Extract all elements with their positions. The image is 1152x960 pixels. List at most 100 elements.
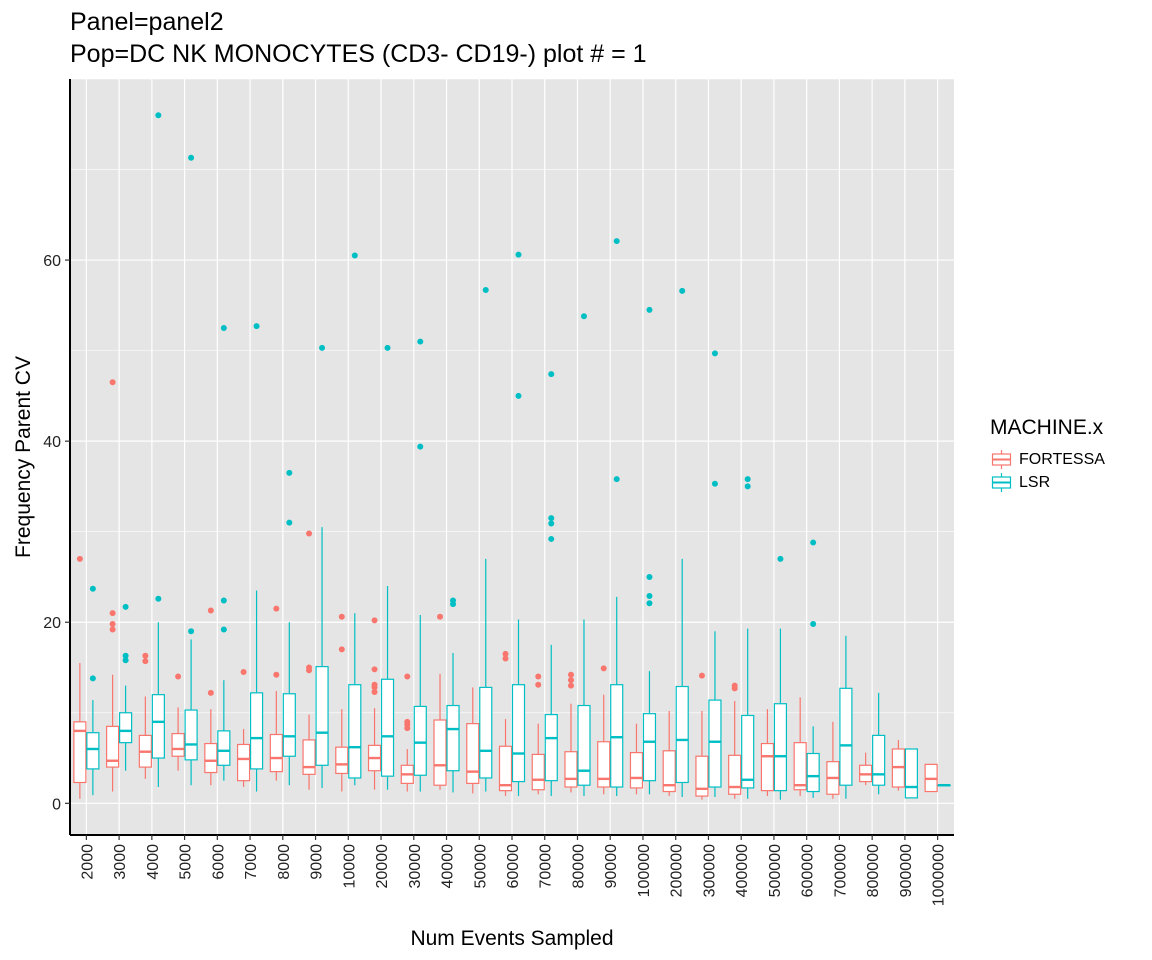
box-lsr [119, 712, 133, 744]
outlier-point-lsr [220, 626, 227, 633]
box-fortessa [564, 751, 578, 788]
box-lsr [708, 699, 722, 788]
x-tick-label: 6000 [210, 844, 227, 880]
outlier-point-fortessa [371, 681, 378, 688]
outlier-point-fortessa [109, 626, 116, 633]
outlier-point-lsr [711, 480, 718, 487]
x-tick-label: 8000 [276, 844, 293, 880]
x-axis-title: Num Events Sampled [410, 927, 613, 950]
outlier-point-lsr [679, 287, 686, 294]
outlier-point-fortessa [273, 605, 280, 612]
x-tick-label: 20000 [374, 844, 391, 889]
outlier-point-fortessa [600, 665, 607, 672]
outlier-point-lsr [482, 286, 489, 293]
box-lsr [446, 704, 460, 772]
outlier-point-fortessa [338, 646, 345, 653]
outlier-point-fortessa [371, 617, 378, 624]
outlier-point-lsr [89, 675, 96, 682]
outlier-point-fortessa [371, 688, 378, 695]
outlier-point-lsr [220, 324, 227, 331]
outlier-point-fortessa [306, 664, 313, 671]
x-tick-label: 70000 [538, 844, 555, 889]
box-fortessa [597, 741, 611, 788]
box-lsr [904, 748, 918, 799]
outlier-point-fortessa [731, 682, 738, 689]
box-fortessa [793, 742, 807, 791]
outlier-point-lsr [351, 252, 358, 259]
x-tick-label: 50000 [472, 844, 489, 889]
box-lsr [151, 694, 165, 759]
chart-subtitle: Pop=DC NK MONOCYTES (CD3- CD19-) plot # … [70, 40, 647, 68]
outlier-point-fortessa [109, 621, 116, 628]
x-tick-label: 500000 [767, 844, 784, 897]
outlier-point-lsr [777, 555, 784, 562]
outlier-point-lsr [548, 535, 555, 542]
box-lsr [249, 692, 264, 770]
box-lsr [773, 703, 788, 792]
box-lsr [806, 752, 820, 793]
legend-title: MACHINE.x [990, 416, 1104, 439]
x-tick-label: 7000 [243, 844, 260, 880]
box-fortessa [204, 742, 218, 774]
outlier-point-fortessa [76, 555, 83, 562]
outlier-point-lsr [188, 628, 195, 635]
legend: MACHINE.x FORTESSA LSR [990, 416, 1105, 494]
outlier-point-fortessa [240, 669, 247, 676]
outlier-point-lsr [417, 338, 424, 345]
y-tick-label: 60 [43, 253, 61, 270]
x-tick-label: 10000 [341, 844, 358, 889]
box-fortessa [433, 719, 447, 786]
outlier-point-lsr [711, 350, 718, 357]
x-tick-label: 800000 [865, 844, 882, 897]
outlier-point-fortessa [175, 673, 182, 680]
outlier-point-fortessa [404, 718, 411, 725]
box-fortessa [73, 721, 87, 784]
outlier-point-lsr [810, 539, 817, 546]
outlier-point-fortessa [142, 658, 149, 665]
outlier-point-fortessa [567, 671, 574, 678]
box-lsr [282, 693, 296, 757]
box-fortessa [498, 745, 513, 792]
x-tick-label: 900000 [898, 844, 915, 897]
box-lsr [839, 687, 853, 786]
outlier-point-lsr [122, 603, 129, 610]
box-lsr [315, 665, 329, 766]
y-tick-label: 40 [43, 434, 61, 451]
x-tick-label: 5000 [178, 844, 195, 880]
outlier-point-fortessa [535, 673, 542, 680]
outlier-point-fortessa [207, 607, 214, 614]
x-tick-label: 40000 [440, 844, 457, 889]
outlier-point-lsr [319, 344, 326, 351]
x-axis-ticks: 2000 3000 4000 5000 6000 7000 8000 9000 10000 200… [79, 835, 948, 906]
box-fortessa [171, 732, 185, 757]
y-tick-label: 20 [43, 615, 61, 632]
x-tick-label: 4000 [145, 844, 162, 880]
x-tick-label: 80000 [570, 844, 587, 889]
x-tick-label: 90000 [603, 844, 620, 889]
outlier-point-lsr [122, 657, 129, 664]
outlier-point-lsr [253, 323, 260, 330]
x-tick-label: 60000 [505, 844, 522, 889]
chart-title: Panel=panel2 [70, 8, 224, 36]
x-tick-label: 100000 [636, 844, 653, 897]
outlier-point-fortessa [502, 655, 509, 662]
box-fortessa [662, 750, 676, 793]
x-tick-label: 30000 [407, 844, 424, 889]
outlier-point-lsr [286, 469, 293, 476]
box-fortessa [629, 752, 644, 789]
box-lsr [872, 734, 886, 786]
outlier-point-lsr [613, 476, 620, 483]
legend-item-fortessa: FORTESSA [990, 448, 1105, 471]
x-tick-label: 400000 [734, 844, 751, 897]
box-lsr [642, 713, 657, 782]
box-lsr [413, 705, 427, 776]
box-lsr [380, 678, 395, 777]
box-lsr [348, 684, 362, 779]
box-fortessa [302, 739, 316, 775]
x-tick-label: 9000 [309, 844, 326, 880]
y-axis-title: Frequency Parent CV [12, 356, 35, 558]
outlier-point-lsr [613, 238, 620, 245]
legend-key-fortessa [991, 450, 1012, 469]
outlier-point-lsr [450, 597, 457, 604]
